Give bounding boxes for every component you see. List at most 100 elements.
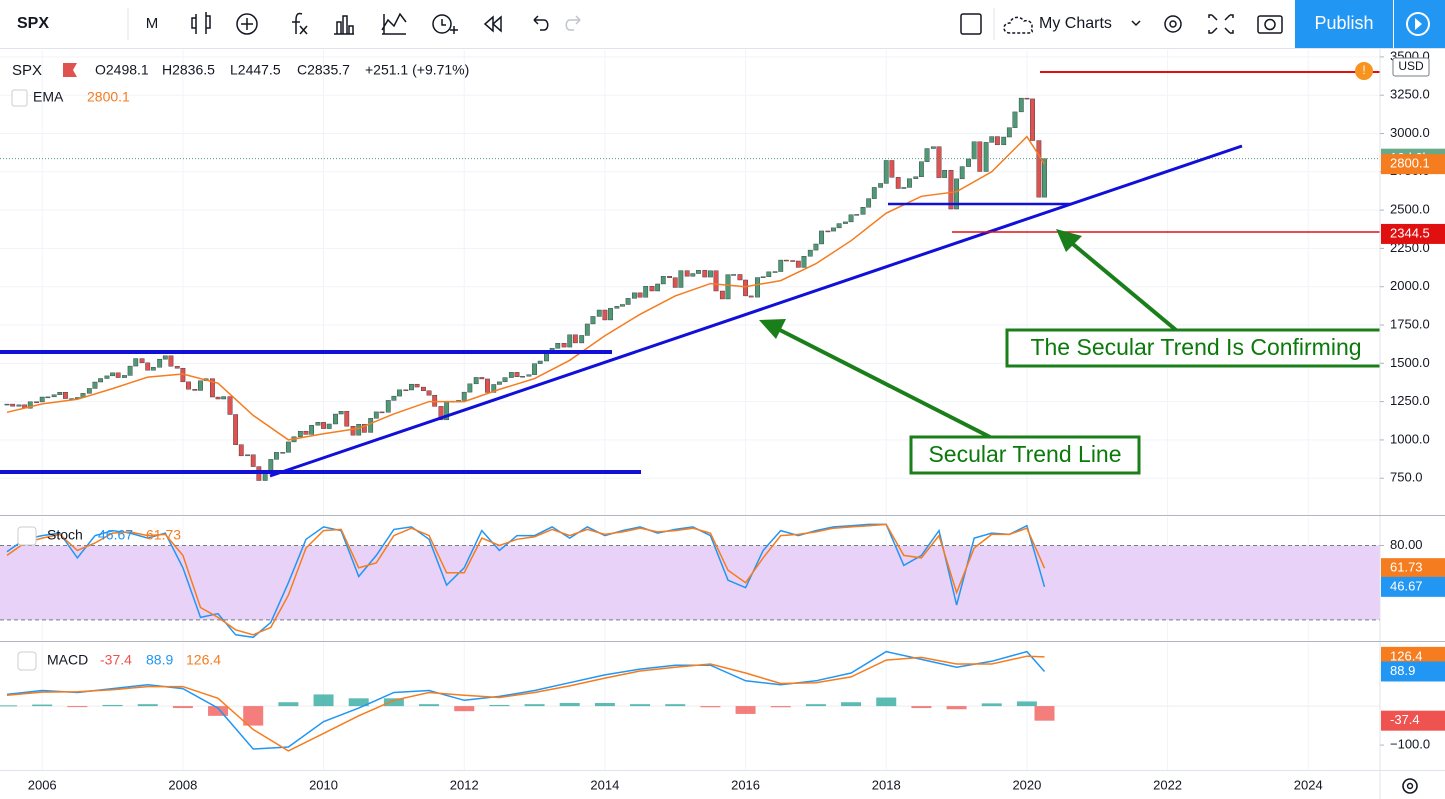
templates-icon[interactable] [334,15,354,35]
candle [702,270,708,278]
interval[interactable]: M [146,15,159,32]
symbol-search[interactable]: SPX [17,15,49,32]
x-tick-label: 2018 [872,777,901,792]
dropdown-icon[interactable] [1131,20,1141,27]
candle [245,454,250,457]
candle [110,372,115,377]
trend-line [269,144,1243,478]
histogram-bar [524,704,545,707]
cloud-icon[interactable] [1003,16,1033,34]
alert-add-icon[interactable] [432,14,452,34]
candle [866,198,872,208]
candle [555,343,561,349]
ohlc-high: H2836.5 [162,62,215,78]
annotation: The Secular Trend Is Confirming [1030,334,1361,360]
snapshot-icon[interactable] [1257,15,1283,34]
candle [421,386,426,391]
fx-icon[interactable] [292,12,308,35]
candle [590,316,596,325]
candle [755,277,760,298]
publish-button[interactable] [1295,0,1393,48]
candle [338,411,344,415]
candle [919,161,924,177]
annotation-box [909,435,1141,475]
histogram-bar [348,698,369,707]
y-tick-label: 750.0 [1390,470,1423,485]
indicator-add-icon[interactable] [236,13,258,35]
last-value-label: 126.4 [1390,648,1423,663]
candle [122,375,127,378]
candle [954,178,959,210]
candle [1018,97,1024,113]
candle [614,306,620,309]
candle [813,243,819,251]
candle [133,358,139,367]
candle [321,422,326,429]
candles-icon[interactable] [191,12,211,34]
arrow-head [759,319,786,339]
axes: 2006 2008 2010 2012 2014 2016 2018 2020 2022 2024… [28,48,1445,792]
series-line [6,523,1046,639]
panel [4,97,1047,481]
candle [924,148,930,162]
candle [268,459,274,472]
stoch-k-value: 46.67 [98,527,133,543]
x-tick-label: 2006 [28,777,57,792]
ema-price-label: 2800.1 [1390,156,1430,171]
candle [766,271,772,277]
alert-icon[interactable] [1355,62,1373,80]
histogram-bar [559,702,580,707]
candle [57,392,63,395]
my-charts[interactable]: My Charts [1039,15,1112,32]
layout-icon[interactable] [960,13,982,35]
candle [233,414,239,445]
candle [743,279,748,297]
histogram-bar [137,704,158,707]
candle [959,166,965,180]
candle [795,260,801,268]
candle [210,378,215,398]
candle [760,276,766,278]
series-line [6,650,1046,750]
histogram-bar [454,706,475,712]
candle [502,377,508,383]
settings-gear[interactable] [1164,15,1182,33]
stoch-band [0,545,1380,620]
candle [930,146,936,149]
macd-hist-value: -37.4 [100,652,132,668]
candle [379,411,385,414]
candle [854,214,860,216]
level-label-box [1381,223,1445,244]
candle [608,308,613,321]
compare-icon[interactable] [381,12,407,35]
candle [883,160,889,184]
currency-box[interactable] [1392,57,1430,77]
replay-icon[interactable] [483,15,502,33]
candle [221,396,227,400]
candle [790,260,796,262]
redo-icon[interactable] [565,15,581,31]
undo-icon[interactable] [533,15,549,31]
annotation: Secular Trend Line [928,441,1121,467]
candle [637,292,643,298]
collapse-button[interactable] [17,651,37,671]
candle [772,271,778,273]
level-label: 2344.5 [1390,225,1430,240]
settings-icon[interactable] [1402,778,1418,794]
candle [907,178,912,188]
candle [27,401,33,409]
collapse-button[interactable] [11,89,28,107]
candle [667,276,673,278]
fullscreen-icon[interactable] [1208,14,1234,34]
collapse-button[interactable] [17,526,37,546]
x-tick-label: 2024 [1294,777,1323,792]
histogram-bar [172,706,193,709]
candle [1042,158,1047,198]
candle [690,273,696,277]
candle [725,274,731,300]
last-value-label: 46.67 [1390,578,1423,593]
candle [819,230,824,245]
candle [303,430,309,435]
